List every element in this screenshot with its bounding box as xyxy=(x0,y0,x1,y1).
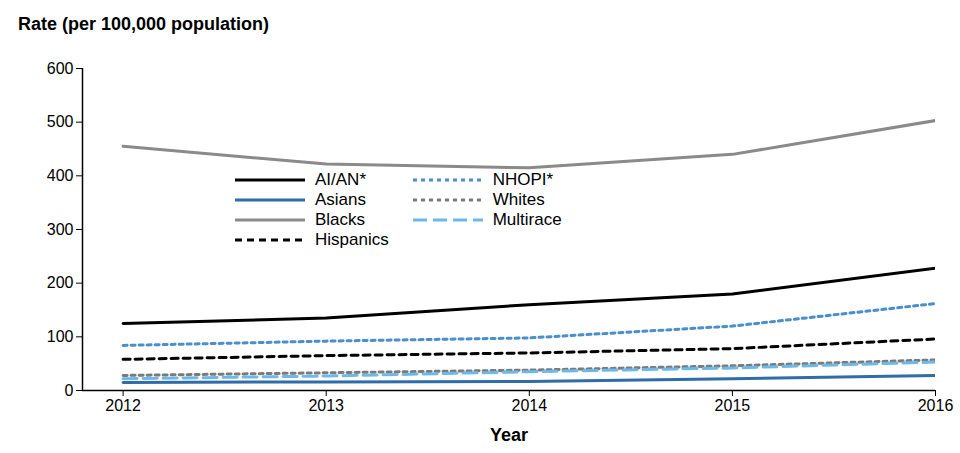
svg-text:100: 100 xyxy=(47,328,74,345)
svg-text:2013: 2013 xyxy=(308,397,344,414)
html-text:NHOPI*: NHOPI* xyxy=(492,170,554,189)
svg-text:2015: 2015 xyxy=(715,397,751,414)
svg-text:600: 600 xyxy=(47,60,74,77)
svg-text:0: 0 xyxy=(65,382,74,399)
svg-text:400: 400 xyxy=(47,167,74,184)
svg-text:2012: 2012 xyxy=(105,397,141,414)
svg-text:200: 200 xyxy=(47,274,74,291)
html-text:AI/AN*: AI/AN* xyxy=(315,170,366,189)
svg-text:300: 300 xyxy=(47,221,74,238)
svg-text:2016: 2016 xyxy=(918,397,954,414)
html-text:Whites: Whites xyxy=(492,190,545,209)
svg-text:Year: Year xyxy=(490,425,528,445)
html-text:Blacks: Blacks xyxy=(315,210,366,229)
svg-text:500: 500 xyxy=(47,113,74,130)
html-text:Rate (per 100,000 population): Rate (per 100,000 population) xyxy=(18,14,270,34)
html-text:Hispanics: Hispanics xyxy=(315,230,389,249)
svg-text:2014: 2014 xyxy=(512,397,548,414)
html-text:Asians: Asians xyxy=(315,190,366,209)
html-text:Multirace: Multirace xyxy=(492,210,562,229)
